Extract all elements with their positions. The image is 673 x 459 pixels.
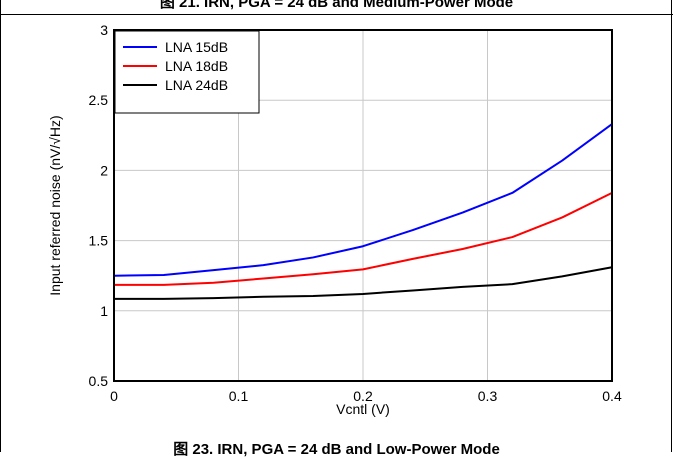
x-tick-label: 0.2 [353, 388, 373, 404]
plot-border [113, 29, 613, 382]
y-axis-label: Input referred noise (nV/√Hz) [47, 115, 63, 295]
x-tick-label: 0 [110, 388, 118, 404]
series-line-1 [114, 191, 613, 286]
y-tick-label: 1 [100, 303, 108, 319]
y-tick-label: 2 [100, 162, 108, 178]
legend-entry: LNA 24dB [165, 77, 228, 93]
caption-divider [0, 14, 673, 15]
legend-entry: LNA 15dB [165, 39, 228, 55]
x-tick-labels: 0 0.1 0.2 0.3 0.4 [110, 388, 622, 404]
legend-entry: LNA 18dB [165, 58, 228, 74]
y-tick-label: 2.5 [89, 92, 109, 108]
top-figure-caption: 图 21. IRN, PGA = 24 dB and Medium-Power … [159, 0, 514, 11]
series-line-2 [114, 266, 613, 300]
x-tick-label: 0.3 [478, 388, 498, 404]
series-lines [113, 123, 613, 300]
y-tick-labels: 0.5 1 1.5 2 2.5 3 [89, 22, 109, 389]
y-tick-label: 3 [100, 22, 108, 38]
x-axis-label: Vcntl (V) [336, 401, 390, 417]
y-tick-label: 0.5 [89, 373, 109, 389]
x-tick-label: 0.4 [602, 388, 622, 404]
bottom-figure-caption: 图 23. IRN, PGA = 24 dB and Low-Power Mod… [173, 441, 500, 458]
legend-box [114, 30, 260, 114]
series-line-0 [113, 123, 613, 277]
y-tick-label: 1.5 [89, 233, 109, 249]
x-tick-label: 0.1 [229, 388, 249, 404]
legend: LNA 15dB LNA 18dB LNA 24dB [114, 30, 260, 114]
